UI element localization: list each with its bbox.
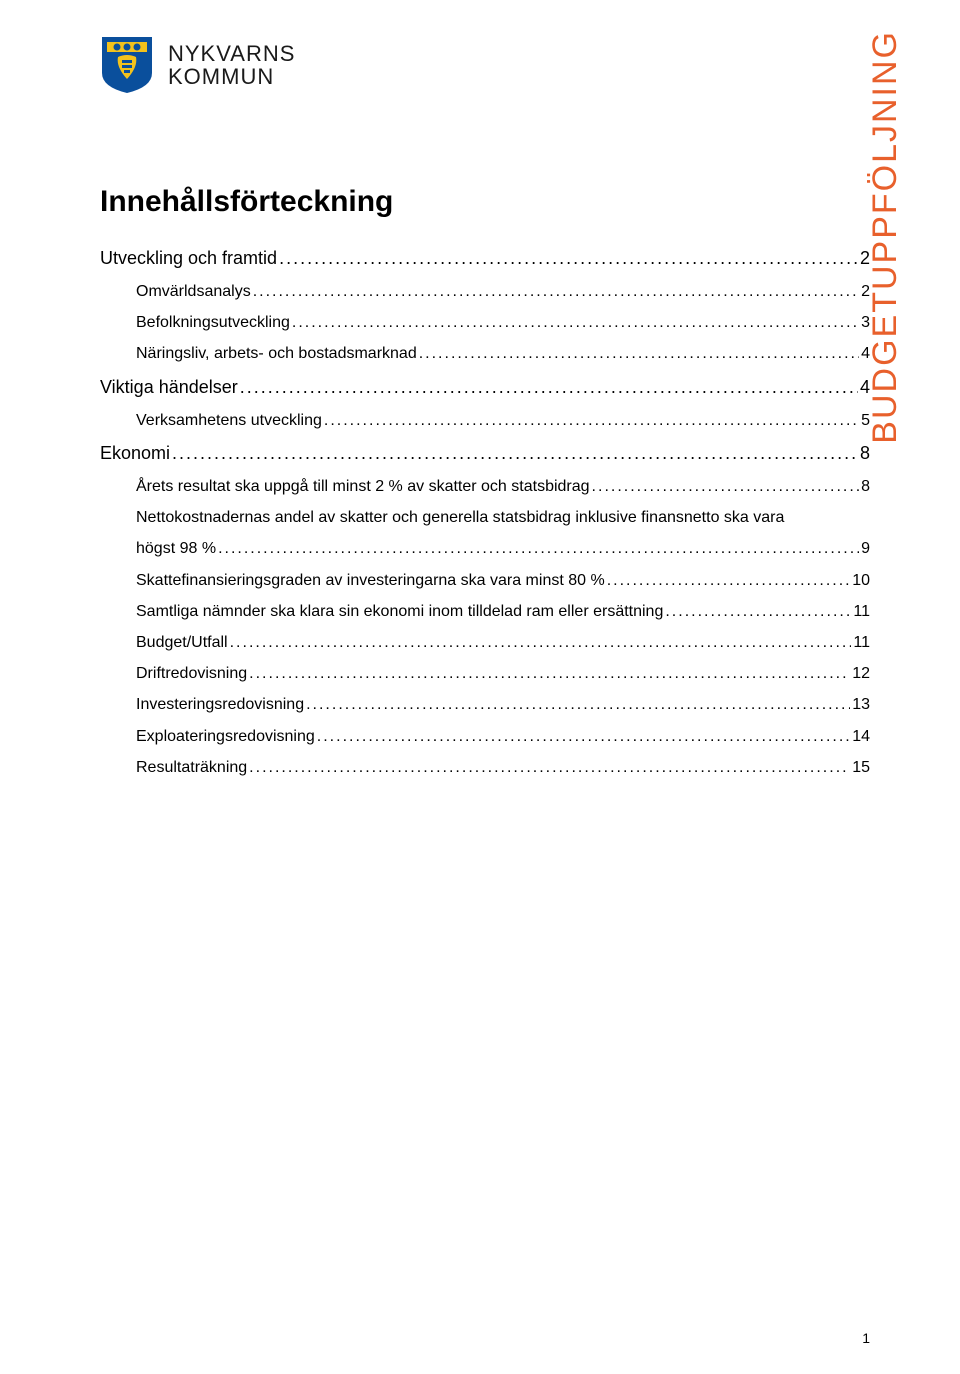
toc-entry: Viktiga händelser4 — [100, 370, 870, 405]
toc-entry: Nettokostnadernas andel av skatter och g… — [100, 502, 870, 564]
toc-label-line: högst 98 % 9 — [136, 533, 870, 564]
toc-leader-dots — [292, 307, 859, 338]
toc-page: 14 — [852, 721, 870, 752]
vertical-label: BUDGETUPPFÖLJNING — [866, 30, 905, 444]
toc-entry: Exploateringsredovisning 14 — [100, 721, 870, 752]
toc-label: Samtliga nämnder ska klara sin ekonomi i… — [136, 596, 663, 627]
toc-page: 11 — [853, 627, 870, 658]
document-page: NYKVARNS KOMMUN BUDGETUPPFÖLJNING Innehå… — [0, 0, 960, 1374]
toc-entry: Samtliga nämnder ska klara sin ekonomi i… — [100, 596, 870, 627]
toc-leader-dots — [253, 276, 859, 307]
toc-leader-dots — [592, 471, 860, 502]
toc-label: Viktiga händelser — [100, 370, 238, 405]
toc-leader-dots — [419, 338, 859, 369]
toc-label: Skattefinansieringsgraden av investering… — [136, 565, 605, 596]
toc-entry: Budget/Utfall 11 — [100, 627, 870, 658]
toc-leader-dots — [665, 596, 851, 627]
toc-page: 9 — [861, 533, 870, 564]
toc-entry: Skattefinansieringsgraden av investering… — [100, 565, 870, 596]
toc-label: Budget/Utfall — [136, 627, 228, 658]
toc-page: 10 — [852, 565, 870, 596]
toc-leader-dots — [249, 658, 850, 689]
toc-leader-dots — [317, 721, 850, 752]
toc-label: Årets resultat ska uppgå till minst 2 % … — [136, 471, 590, 502]
toc-page: 13 — [852, 689, 870, 720]
toc-page: 11 — [853, 596, 870, 627]
logo-text-line2: KOMMUN — [168, 65, 295, 88]
toc-label: Utveckling och framtid — [100, 241, 277, 276]
toc-leader-dots — [249, 752, 850, 783]
toc-page: 12 — [852, 658, 870, 689]
toc-entry: Omvärldsanalys2 — [100, 276, 870, 307]
toc-entry: Driftredovisning 12 — [100, 658, 870, 689]
toc-label: högst 98 % — [136, 533, 216, 564]
toc-label: Befolkningsutveckling — [136, 307, 290, 338]
toc-label: Omvärldsanalys — [136, 276, 251, 307]
toc-page: 8 — [861, 471, 870, 502]
toc-leader-dots — [607, 565, 851, 596]
logo-text: NYKVARNS KOMMUN — [168, 42, 295, 88]
page-number: 1 — [862, 1330, 870, 1346]
logo-text-line1: NYKVARNS — [168, 42, 295, 65]
toc-leader-dots — [240, 370, 858, 405]
toc-label: Näringsliv, arbets- och bostadsmarknad — [136, 338, 417, 369]
toc-label: Resultaträkning — [136, 752, 247, 783]
toc-leader-dots — [230, 627, 852, 658]
toc-content: Innehållsförteckning Utveckling och fram… — [100, 185, 870, 783]
toc-leader-dots — [306, 689, 850, 720]
toc-page: 15 — [852, 752, 870, 783]
toc-entry: Årets resultat ska uppgå till minst 2 % … — [100, 471, 870, 502]
toc-entry: Investeringsredovisning 13 — [100, 689, 870, 720]
toc-label: Driftredovisning — [136, 658, 247, 689]
toc-leader-dots — [172, 436, 858, 471]
toc-label: Investeringsredovisning — [136, 689, 304, 720]
shield-icon — [100, 35, 154, 95]
toc-label-line: Nettokostnadernas andel av skatter och g… — [136, 502, 870, 533]
toc-entry: Befolkningsutveckling3 — [100, 307, 870, 338]
toc-label: Ekonomi — [100, 436, 170, 471]
toc-entry: Resultaträkning 15 — [100, 752, 870, 783]
toc-entry: Utveckling och framtid2 — [100, 241, 870, 276]
toc-entry: Näringsliv, arbets- och bostadsmarknad4 — [100, 338, 870, 369]
toc-entry: Ekonomi8 — [100, 436, 870, 471]
toc-label: Exploateringsredovisning — [136, 721, 315, 752]
toc-leader-dots — [218, 533, 859, 564]
toc-list: Utveckling och framtid2Omvärldsanalys2Be… — [100, 241, 870, 783]
toc-leader-dots — [279, 241, 858, 276]
toc-title: Innehållsförteckning — [100, 185, 870, 219]
toc-leader-dots — [324, 405, 859, 436]
toc-label: Verksamhetens utveckling — [136, 405, 322, 436]
header-logo: NYKVARNS KOMMUN — [100, 35, 870, 95]
toc-entry: Verksamhetens utveckling5 — [100, 405, 870, 436]
